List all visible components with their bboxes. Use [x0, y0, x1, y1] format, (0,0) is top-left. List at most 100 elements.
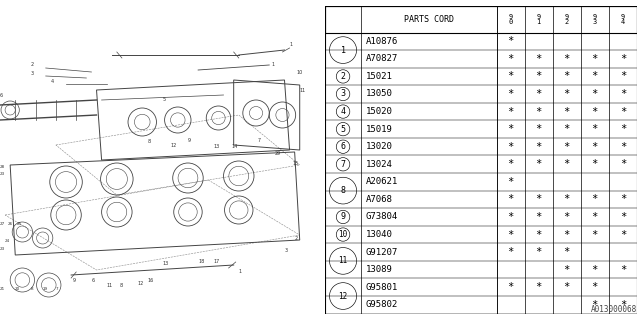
Text: *: * [536, 107, 541, 116]
Text: *: * [591, 229, 598, 240]
Text: 29: 29 [275, 151, 280, 156]
Text: 13050: 13050 [365, 90, 392, 99]
Text: 20: 20 [14, 287, 19, 291]
Text: *: * [591, 282, 598, 292]
Text: 15020: 15020 [365, 107, 392, 116]
Text: *: * [620, 54, 626, 64]
Text: A013000068: A013000068 [591, 305, 637, 314]
Text: *: * [620, 265, 626, 275]
Text: *: * [536, 195, 541, 204]
Text: 24: 24 [5, 239, 10, 243]
Text: 16: 16 [147, 278, 154, 283]
Text: *: * [620, 107, 626, 116]
Bar [325, 6, 637, 33]
Text: 1: 1 [289, 42, 292, 47]
Text: *: * [591, 212, 598, 222]
Text: PARTS CORD: PARTS CORD [404, 15, 454, 24]
Text: *: * [591, 71, 598, 81]
Text: *: * [564, 265, 570, 275]
Text: 6: 6 [0, 93, 3, 98]
Text: 15021: 15021 [365, 72, 392, 81]
Text: 21: 21 [0, 287, 5, 291]
Text: 9
4: 9 4 [621, 14, 625, 25]
Text: *: * [591, 195, 598, 204]
Text: 26: 26 [8, 222, 13, 226]
Text: A70827: A70827 [365, 54, 398, 63]
Text: 6: 6 [92, 278, 95, 283]
Text: 3: 3 [285, 248, 287, 253]
Text: *: * [508, 195, 514, 204]
Text: *: * [508, 124, 514, 134]
Text: *: * [508, 282, 514, 292]
Text: 8: 8 [31, 287, 33, 291]
Text: *: * [620, 229, 626, 240]
Text: 7: 7 [340, 160, 346, 169]
Text: 8: 8 [340, 186, 346, 195]
Text: *: * [536, 54, 541, 64]
Text: *: * [508, 247, 514, 257]
Text: *: * [564, 142, 570, 152]
Text: 15: 15 [292, 161, 299, 166]
Text: *: * [564, 54, 570, 64]
Text: 9
0: 9 0 [508, 14, 513, 25]
Text: *: * [536, 247, 541, 257]
Text: *: * [591, 89, 598, 99]
Text: *: * [564, 159, 570, 169]
Text: 5: 5 [163, 97, 166, 102]
Text: 14: 14 [232, 144, 238, 149]
Text: 9
2: 9 2 [564, 14, 569, 25]
Text: 13040: 13040 [365, 230, 392, 239]
Text: *: * [620, 195, 626, 204]
Text: 9
1: 9 1 [536, 14, 541, 25]
Text: *: * [564, 124, 570, 134]
Text: *: * [564, 229, 570, 240]
Text: 13089: 13089 [365, 265, 392, 274]
Text: 4: 4 [51, 79, 54, 84]
Text: 8: 8 [147, 139, 150, 144]
Text: *: * [536, 71, 541, 81]
Text: 27: 27 [0, 222, 5, 226]
Text: *: * [508, 142, 514, 152]
Text: *: * [591, 107, 598, 116]
Text: 4: 4 [340, 107, 346, 116]
Text: 6: 6 [340, 142, 346, 151]
Text: A20621: A20621 [365, 177, 398, 186]
Text: *: * [536, 212, 541, 222]
Text: *: * [591, 265, 598, 275]
Text: 11: 11 [300, 87, 306, 92]
Text: 7: 7 [258, 138, 261, 143]
Text: 3: 3 [340, 90, 346, 99]
Text: 1: 1 [239, 269, 242, 274]
Text: *: * [508, 177, 514, 187]
Text: 12: 12 [339, 292, 348, 300]
Text: *: * [591, 142, 598, 152]
Text: G91207: G91207 [365, 248, 398, 257]
Text: 17: 17 [213, 259, 220, 264]
Text: 23: 23 [0, 172, 5, 176]
Text: *: * [591, 54, 598, 64]
Text: 19: 19 [43, 287, 48, 291]
Text: *: * [536, 282, 541, 292]
Text: 9: 9 [73, 278, 76, 283]
Text: 3: 3 [31, 71, 34, 76]
Text: 9: 9 [188, 138, 191, 143]
Text: 1: 1 [340, 45, 346, 55]
Text: *: * [564, 195, 570, 204]
Text: 15019: 15019 [365, 124, 392, 134]
Text: *: * [564, 71, 570, 81]
Text: 5: 5 [340, 124, 346, 134]
Text: *: * [620, 212, 626, 222]
Text: 28: 28 [0, 165, 5, 169]
Text: *: * [620, 89, 626, 99]
Text: *: * [591, 159, 598, 169]
Text: *: * [536, 124, 541, 134]
Text: 13: 13 [213, 144, 220, 149]
Text: G73804: G73804 [365, 212, 398, 221]
Text: *: * [564, 282, 570, 292]
Text: *: * [508, 107, 514, 116]
Text: G95802: G95802 [365, 300, 398, 309]
Text: 12: 12 [171, 143, 177, 148]
Text: 11: 11 [339, 256, 348, 265]
Text: 10: 10 [297, 69, 303, 75]
Text: *: * [620, 159, 626, 169]
